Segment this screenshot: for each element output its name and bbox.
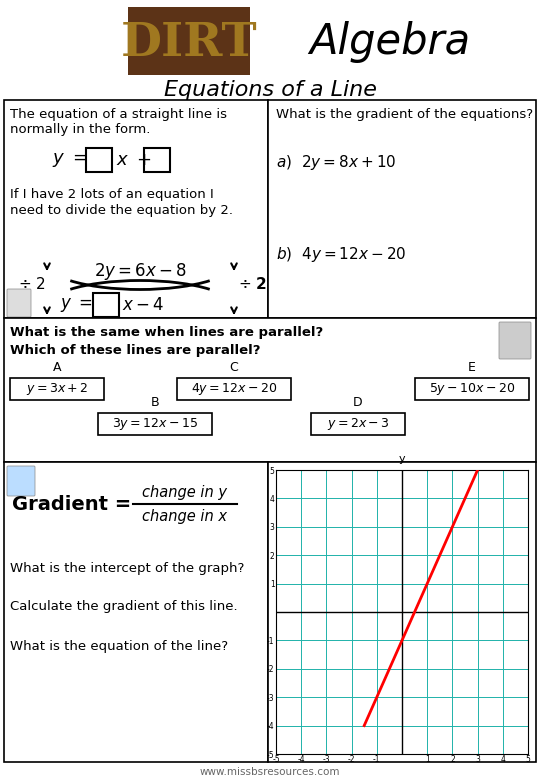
Text: $\div\ \mathbf{2}$: $\div\ \mathbf{2}$ <box>238 276 267 292</box>
Text: y: y <box>399 454 406 464</box>
Bar <box>98 413 212 435</box>
Text: What is the gradient of the equations?: What is the gradient of the equations? <box>276 108 533 121</box>
Text: DIRT: DIRT <box>120 20 258 66</box>
Text: Calculate the gradient of this line.: Calculate the gradient of this line. <box>10 600 238 613</box>
Text: $y = 2x - 3$: $y = 2x - 3$ <box>327 416 389 432</box>
Bar <box>128 7 250 75</box>
Text: Equations of a Line: Equations of a Line <box>164 80 376 100</box>
Text: $4y = 12x - 20$: $4y = 12x - 20$ <box>191 381 277 397</box>
Text: Which of these lines are parallel?: Which of these lines are parallel? <box>10 344 260 357</box>
Text: www.missbsresources.com: www.missbsresources.com <box>200 767 340 777</box>
Bar <box>86 148 112 172</box>
Text: B: B <box>151 396 159 409</box>
Bar <box>93 293 119 317</box>
Text: What is the equation of the line?: What is the equation of the line? <box>10 640 228 653</box>
Bar <box>4 318 536 462</box>
Text: $y\ =$: $y\ =$ <box>52 151 87 169</box>
FancyBboxPatch shape <box>499 322 531 359</box>
Text: $b)\ \ 4y = 12x - 20$: $b)\ \ 4y = 12x - 20$ <box>276 246 407 264</box>
FancyBboxPatch shape <box>7 466 35 496</box>
FancyBboxPatch shape <box>7 289 31 317</box>
Bar <box>311 413 405 435</box>
Bar <box>268 462 536 762</box>
Text: $3y = 12x - 15$: $3y = 12x - 15$ <box>112 416 198 432</box>
Text: $y = 3x + 2$: $y = 3x + 2$ <box>26 381 88 397</box>
Text: change in y: change in y <box>143 485 227 501</box>
Text: $\div\ 2$: $\div\ 2$ <box>18 276 46 292</box>
Bar <box>10 378 104 400</box>
Text: D: D <box>353 396 363 409</box>
Bar <box>415 378 529 400</box>
Text: The equation of a straight line is: The equation of a straight line is <box>10 108 227 121</box>
Text: What is the same when lines are parallel?: What is the same when lines are parallel… <box>10 326 323 339</box>
Text: normally in the form.: normally in the form. <box>10 123 150 136</box>
Text: What is the intercept of the graph?: What is the intercept of the graph? <box>10 562 245 575</box>
Text: change in x: change in x <box>143 509 227 524</box>
Text: $x\ +$: $x\ +$ <box>116 151 152 169</box>
Text: If I have 2 lots of an equation I: If I have 2 lots of an equation I <box>10 188 214 201</box>
Text: $5y - 10x - 20$: $5y - 10x - 20$ <box>429 381 515 397</box>
Bar <box>4 100 268 318</box>
Text: Gradient =: Gradient = <box>12 495 138 513</box>
Text: need to divide the equation by 2.: need to divide the equation by 2. <box>10 204 233 217</box>
Bar <box>177 378 291 400</box>
Text: $2y = 6x - 8$: $2y = 6x - 8$ <box>93 261 186 282</box>
Bar <box>268 100 536 318</box>
Text: Algebra: Algebra <box>309 21 470 63</box>
Text: $y\ =$: $y\ =$ <box>60 296 93 314</box>
Text: $a)\ \ 2y = 8x + 10$: $a)\ \ 2y = 8x + 10$ <box>276 153 396 172</box>
Bar <box>4 462 268 762</box>
Text: C: C <box>230 361 238 374</box>
Text: A: A <box>53 361 61 374</box>
Text: E: E <box>468 361 476 374</box>
Bar <box>144 148 170 172</box>
Text: $x - 4$: $x - 4$ <box>122 296 164 314</box>
